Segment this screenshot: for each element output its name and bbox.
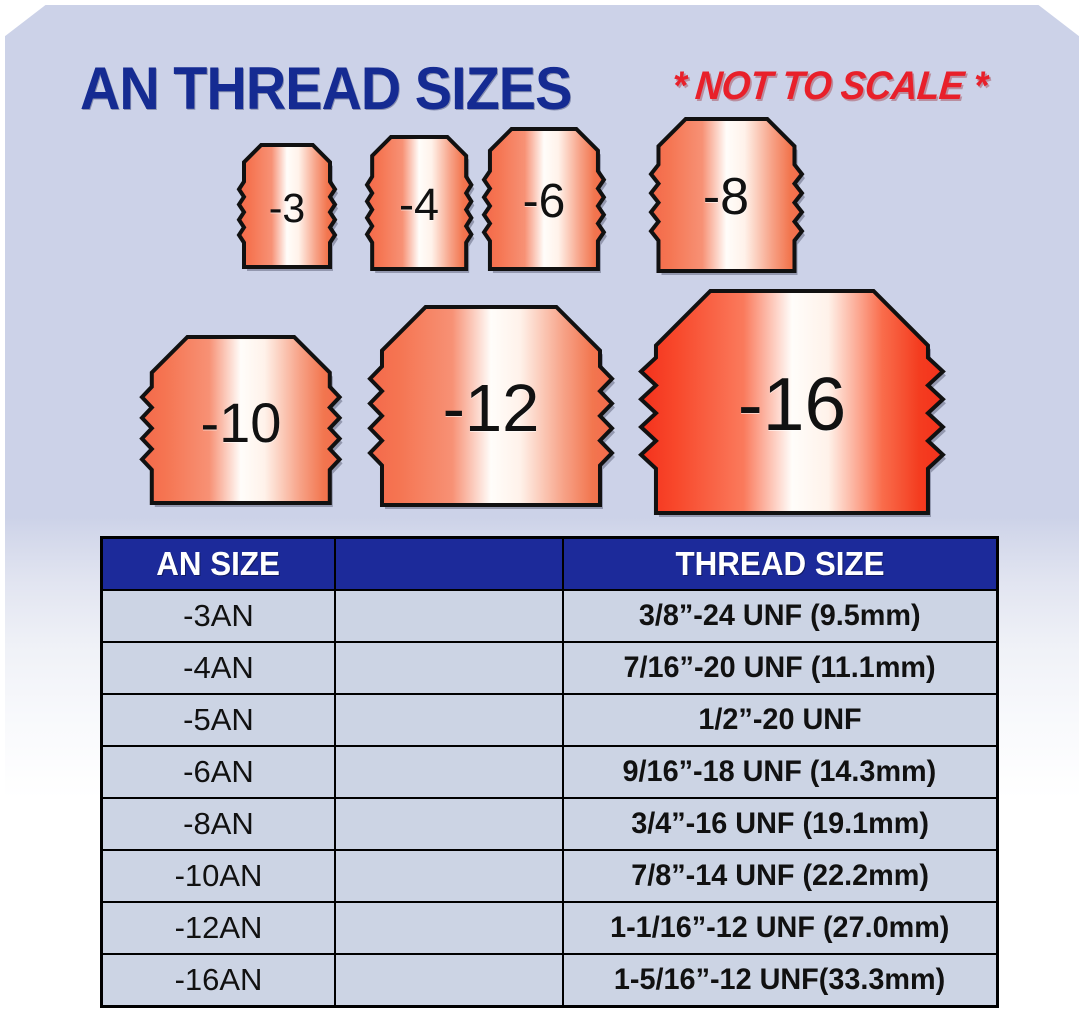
not-to-scale-note: * NOT TO SCALE *: [669, 64, 990, 108]
column-header-thread-size: THREAD SIZE: [561, 536, 999, 591]
fitting-shape-minus10: [139, 335, 343, 507]
fitting-minus4: -4: [361, 134, 477, 276]
an-size-value: -10AN: [174, 858, 263, 893]
table-row: -5AN 1/2”-20 UNF: [100, 693, 999, 747]
cell-thread-size: 9/16”-18 UNF (14.3mm): [561, 745, 999, 799]
cell-spacer: [334, 901, 564, 955]
an-size-value: -3AN: [183, 598, 254, 633]
fitting-minus6: -6: [478, 126, 610, 276]
panel-edge-left: [0, 0, 5, 1024]
column-header-an-size: AN SIZE: [100, 536, 336, 591]
cell-thread-size: 3/4”-16 UNF (19.1mm): [561, 797, 999, 851]
cell-an-size: -10AN: [100, 849, 336, 903]
an-size-value: -16AN: [174, 962, 263, 997]
panel-edge-top: [0, 0, 1084, 5]
an-size-value: -8AN: [183, 806, 254, 841]
thread-size-value: 7/8”-14 UNF (22.2mm): [631, 859, 929, 892]
table-body: -3AN 3/8”-24 UNF (9.5mm) -4AN 7/16”-20 UNF …: [100, 589, 999, 1008]
an-size-value: -12AN: [174, 910, 263, 945]
column-header-thread-size-label: THREAD SIZE: [675, 545, 885, 582]
table-row: -12AN 1-1/16”-12 UNF (27.0mm): [100, 901, 999, 955]
cell-an-size: -16AN: [100, 953, 336, 1008]
an-size-value: -4AN: [183, 650, 254, 685]
cell-an-size: -4AN: [100, 641, 336, 695]
fitting-shape-minus3: [236, 143, 338, 271]
column-header-an-size-label: AN SIZE: [156, 545, 281, 582]
cell-an-size: -12AN: [100, 901, 336, 955]
thread-size-value: 1-1/16”-12 UNF (27.0mm): [610, 911, 950, 944]
cell-thread-size: 3/8”-24 UNF (9.5mm): [561, 589, 999, 643]
cell-thread-size: 1/2”-20 UNF: [561, 693, 999, 747]
cell-spacer: [334, 641, 564, 695]
fitting-minus3: -3: [233, 142, 341, 274]
fitting-minus8: -8: [645, 116, 808, 278]
cell-spacer: [334, 745, 564, 799]
column-header-spacer: [334, 536, 564, 591]
table-header-row: AN SIZE THREAD SIZE: [100, 536, 999, 591]
fitting-shape-minus12: [367, 305, 615, 509]
fitting-minus10: -10: [136, 334, 346, 510]
cell-thread-size: 7/16”-20 UNF (11.1mm): [561, 641, 999, 695]
an-size-value: -6AN: [183, 754, 254, 789]
table-row: -3AN 3/8”-24 UNF (9.5mm): [100, 589, 999, 643]
thread-size-value: 9/16”-18 UNF (14.3mm): [623, 755, 937, 788]
cell-an-size: -6AN: [100, 745, 336, 799]
cell-an-size: -8AN: [100, 797, 336, 851]
cell-spacer: [334, 589, 564, 643]
cell-spacer: [334, 693, 564, 747]
table-row: -6AN 9/16”-18 UNF (14.3mm): [100, 745, 999, 799]
cell-thread-size: 7/8”-14 UNF (22.2mm): [561, 849, 999, 903]
cell-thread-size: 1-1/16”-12 UNF (27.0mm): [561, 901, 999, 955]
fitting-shape-minus8: [647, 117, 805, 275]
page-title: AN THREAD SIZES: [80, 55, 572, 122]
fitting-shape-minus16: [638, 289, 946, 517]
cell-thread-size: 1-5/16”-12 UNF(33.3mm): [561, 953, 999, 1008]
thread-size-value: 7/16”-20 UNF (11.1mm): [623, 651, 936, 684]
cell-spacer: [334, 953, 564, 1008]
thread-size-value: 1/2”-20 UNF: [698, 703, 862, 736]
fitting-minus16: -16: [635, 288, 949, 520]
cell-spacer: [334, 849, 564, 903]
cell-spacer: [334, 797, 564, 851]
thread-size-value: 3/4”-16 UNF (19.1mm): [631, 807, 929, 840]
an-size-value: -5AN: [183, 702, 254, 737]
thread-size-value: 3/8”-24 UNF (9.5mm): [639, 599, 921, 632]
thread-size-value: 1-5/16”-12 UNF(33.3mm): [614, 963, 946, 996]
table-row: -10AN 7/8”-14 UNF (22.2mm): [100, 849, 999, 903]
fitting-shape-minus4: [364, 135, 475, 273]
fitting-shape-minus6: [481, 127, 607, 273]
panel-edge-right: [1079, 0, 1084, 1024]
fitting-minus12: -12: [364, 304, 618, 512]
an-thread-size-table: AN SIZE THREAD SIZE -3AN 3/8”-24 UNF (9.5…: [100, 536, 999, 1008]
cell-an-size: -5AN: [100, 693, 336, 747]
table-row: -4AN 7/16”-20 UNF (11.1mm): [100, 641, 999, 695]
header: AN THREAD SIZES * NOT TO SCALE *: [0, 26, 1084, 122]
table-row: -8AN 3/4”-16 UNF (19.1mm): [100, 797, 999, 851]
table-row: -16AN 1-5/16”-12 UNF(33.3mm): [100, 953, 999, 1008]
cell-an-size: -3AN: [100, 589, 336, 643]
